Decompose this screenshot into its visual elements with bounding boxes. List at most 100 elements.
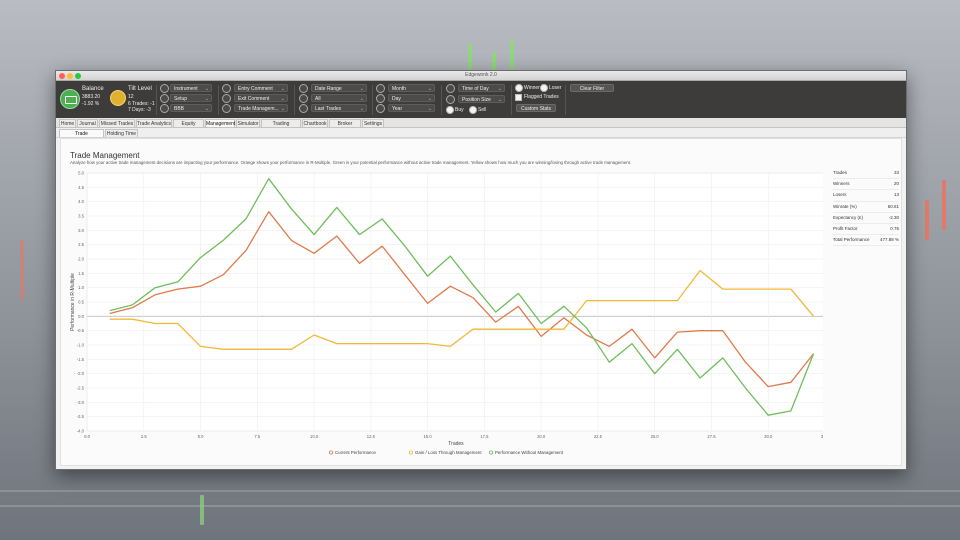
stats-panel: Trades 33 Winners 20 Losers 13 Winrate (%) 60.6…: [833, 168, 899, 247]
toolbar-divider: [565, 85, 566, 115]
tab-chartbook[interactable]: Chartbook: [302, 119, 328, 127]
day-select-value: Day: [392, 96, 401, 102]
stat-label: Losers: [833, 192, 847, 198]
calendar-icon: [299, 94, 308, 103]
stat-value: 20: [893, 181, 899, 187]
x-tick-label: 0.0: [84, 434, 90, 439]
subtab-holding-time[interactable]: Holding Time: [105, 129, 138, 137]
flagged-trades-checkbox[interactable]: [515, 94, 522, 101]
legend-marker: [408, 450, 413, 455]
chevron-down-icon: ⌄: [204, 96, 209, 102]
instrument-select-value: Instrument: [174, 86, 198, 92]
date-range-select[interactable]: Date Range ⌄: [311, 84, 367, 92]
x-axis-label: Trades: [448, 441, 464, 447]
date-range-value: Date Range: [315, 86, 342, 92]
stat-value: 60.61: [887, 203, 899, 209]
stat-label: Total Performance: [833, 237, 870, 243]
chevron-down-icon: ⌄: [280, 96, 285, 102]
chevron-down-icon: ⌄: [280, 106, 285, 112]
y-tick-label: -2.0: [77, 371, 85, 376]
y-tick-label: 5.0: [78, 171, 84, 176]
tilt-days: 7 Days: -3: [128, 107, 151, 113]
x-tick-label: 27.5: [707, 434, 716, 439]
buy-radio[interactable]: [446, 106, 454, 114]
tab-home[interactable]: Home: [59, 119, 76, 127]
toolbar-divider: [372, 85, 373, 115]
exit-comment-icon: [222, 94, 231, 103]
x-tick-label: 25.0: [651, 434, 660, 439]
all-select[interactable]: All ⌄: [311, 94, 367, 102]
flagged-trades-label: Flagged Trades: [524, 94, 559, 100]
minimize-window-button[interactable]: [67, 72, 73, 79]
y-tick-label: 0.5: [78, 300, 84, 305]
x-tick-label: 7.5: [254, 434, 260, 439]
stat-row: Winrate (%) 60.61: [833, 202, 899, 213]
bbb-select[interactable]: BBB ⌄: [170, 104, 212, 112]
tilt-label: Tilt Level: [128, 86, 152, 92]
time-of-day-value: Time of Day: [462, 86, 489, 92]
last-trades-select[interactable]: Last Trades ⌄: [311, 104, 367, 112]
maximize-window-button[interactable]: [75, 72, 81, 79]
exit-comment-select[interactable]: Exit Comment ⌄: [234, 94, 288, 102]
last-trades-icon: [299, 104, 308, 113]
stat-value: 33: [893, 170, 899, 175]
all-select-value: All: [315, 96, 321, 102]
x-tick-label: 20.0: [537, 434, 546, 439]
x-tick-label: 12.5: [367, 434, 376, 439]
chevron-down-icon: ⌄: [359, 96, 364, 102]
time-of-day-icon: [446, 84, 455, 93]
stat-row: Trades 33: [833, 168, 899, 180]
stat-value: 477.88 %: [879, 237, 899, 243]
year-select-value: Year: [392, 106, 403, 112]
toolbar-divider: [511, 85, 512, 115]
time-of-day-select[interactable]: Time of Day ⌄: [458, 84, 505, 92]
tilt-icon: [110, 90, 126, 106]
custom-stats-button[interactable]: Custom Stats: [516, 104, 556, 112]
tab-broker-import[interactable]: Broker Import: [329, 119, 361, 135]
entry-comment-select[interactable]: Entry Comment ⌄: [234, 84, 288, 92]
background-stripe: [0, 505, 960, 507]
entry-comment-icon: [222, 84, 231, 93]
balance-label: Balance: [82, 86, 104, 92]
month-select-value: Month: [392, 86, 406, 92]
tab-management[interactable]: Management: [205, 119, 236, 127]
tab-equity-graph[interactable]: Equity Graph: [173, 119, 204, 135]
instrument-select[interactable]: Instrument ⌄: [170, 84, 212, 92]
close-window-button[interactable]: [59, 72, 65, 79]
setup-select[interactable]: Setup ⌄: [170, 94, 212, 102]
trade-management-icon: [222, 104, 231, 113]
clear-filter-button[interactable]: Clear Filter: [570, 84, 614, 92]
setup-icon: [160, 94, 169, 103]
subtab-trade-management[interactable]: Trade Management: [59, 129, 104, 145]
year-select[interactable]: Year ⌄: [388, 104, 435, 112]
background-candle: [510, 40, 514, 70]
toolbar-divider: [441, 85, 442, 115]
day-select[interactable]: Day ⌄: [388, 94, 435, 102]
loser-radio[interactable]: [540, 84, 548, 92]
position-size-select[interactable]: Position Size ⌄: [458, 95, 505, 103]
trade-management-select[interactable]: Trade Managem... ⌄: [234, 104, 288, 112]
tab-simulator[interactable]: Simulator: [236, 119, 260, 127]
y-tick-label: 1.5: [78, 271, 84, 276]
month-select[interactable]: Month ⌄: [388, 84, 435, 92]
winner-radio[interactable]: [515, 84, 523, 92]
month-icon: [376, 84, 385, 93]
stat-label: Winners: [833, 181, 850, 187]
bbb-select-value: BBB: [174, 106, 185, 112]
x-tick-label: 32.5: [821, 434, 823, 439]
tab-settings[interactable]: Settings: [362, 119, 384, 127]
tab-missed-trades[interactable]: Missed Trades: [99, 119, 135, 127]
x-tick-label: 17.5: [480, 434, 489, 439]
bbb-icon: [160, 104, 169, 113]
tab-trade-analytics[interactable]: Trade Analytics: [136, 119, 172, 127]
tab-trading-sessions[interactable]: Trading Sessions: [261, 119, 301, 135]
toolbar-divider: [156, 85, 157, 115]
sell-radio[interactable]: [469, 106, 477, 114]
y-tick-label: 3.5: [78, 214, 84, 219]
buy-label: Buy: [455, 107, 464, 113]
y-tick-label: 4.5: [78, 185, 84, 190]
tab-journal[interactable]: Journal: [77, 119, 98, 127]
stat-row: Losers 13: [833, 190, 899, 202]
app-window: Edgewonk 2.0 Balance 3883.20 -1.92 % Til…: [55, 70, 907, 470]
y-tick-label: -2.5: [77, 386, 85, 391]
